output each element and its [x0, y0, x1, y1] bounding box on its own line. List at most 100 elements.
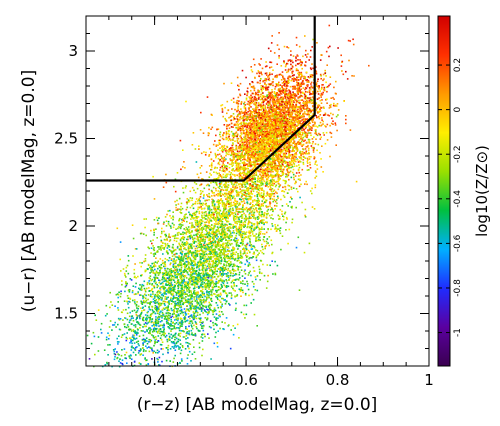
data-point: [236, 265, 238, 267]
data-point: [240, 236, 242, 238]
data-point: [137, 275, 139, 278]
data-point: [215, 302, 218, 304]
data-point: [190, 273, 192, 275]
data-point: [219, 185, 221, 187]
data-point: [230, 285, 233, 287]
data-point: [133, 361, 136, 363]
data-point: [208, 286, 210, 289]
data-point: [145, 364, 148, 366]
data-point: [283, 212, 286, 215]
data-point: [213, 307, 216, 309]
data-point: [194, 257, 196, 259]
data-point: [206, 225, 208, 227]
data-point: [213, 316, 216, 318]
data-point: [225, 250, 227, 253]
data-point: [248, 263, 250, 266]
data-point: [179, 339, 181, 341]
data-point: [203, 224, 206, 226]
data-point: [170, 333, 172, 336]
data-point: [166, 316, 169, 318]
data-point: [184, 348, 187, 350]
data-point: [276, 195, 279, 198]
data-point: [234, 186, 237, 188]
data-point: [228, 237, 230, 240]
data-point: [199, 241, 201, 244]
data-point: [153, 263, 156, 266]
data-point: [206, 269, 208, 272]
data-point: [120, 290, 122, 293]
data-point: [175, 316, 177, 318]
data-point: [171, 328, 174, 330]
data-point: [233, 283, 235, 286]
data-point: [198, 252, 201, 255]
data-point: [125, 284, 128, 287]
data-point: [158, 279, 160, 281]
data-point: [182, 238, 185, 241]
data-point: [178, 231, 180, 234]
data-point: [174, 302, 176, 305]
data-point: [223, 242, 225, 245]
data-point: [262, 196, 264, 198]
data-point: [233, 195, 235, 198]
data-point: [247, 217, 249, 220]
data-point: [177, 271, 179, 273]
data-point: [200, 284, 202, 287]
data-point: [229, 138, 231, 140]
data-point: [154, 312, 157, 315]
data-point: [164, 292, 167, 294]
data-point: [221, 286, 223, 288]
data-point: [148, 346, 150, 348]
data-point: [246, 285, 249, 287]
data-point: [200, 228, 203, 230]
data-point: [238, 227, 240, 230]
data-point: [163, 221, 165, 224]
data-point: [240, 237, 243, 239]
data-point: [190, 314, 193, 316]
data-point: [174, 262, 177, 264]
data-point: [217, 317, 219, 319]
data-point: [196, 310, 198, 313]
data-point: [164, 233, 167, 236]
data-point: [168, 291, 171, 293]
data-point: [175, 228, 177, 230]
data-point: [161, 312, 164, 315]
data-point: [198, 228, 201, 230]
data-point: [201, 322, 204, 324]
data-point: [179, 277, 182, 280]
data-point: [208, 279, 210, 282]
data-point: [165, 320, 168, 323]
data-point: [246, 217, 248, 220]
data-point: [210, 242, 213, 245]
data-point: [247, 188, 250, 191]
data-point: [229, 262, 231, 265]
data-point: [277, 214, 280, 217]
data-point: [254, 176, 256, 179]
data-point: [246, 252, 249, 254]
data-point: [208, 275, 211, 277]
data-point: [193, 234, 195, 237]
data-point: [206, 219, 209, 221]
data-point: [218, 230, 220, 233]
data-point: [183, 262, 186, 264]
data-point: [213, 236, 216, 239]
data-point: [229, 211, 232, 213]
data-point: [228, 279, 230, 281]
data-point: [179, 291, 182, 294]
data-point: [165, 347, 168, 349]
data-point: [193, 240, 196, 243]
data-point: [221, 223, 224, 225]
data-point: [141, 303, 144, 305]
data-point: [267, 212, 269, 215]
data-point: [237, 278, 239, 281]
data-point: [242, 223, 245, 226]
data-point: [172, 361, 175, 363]
data-point: [220, 294, 222, 296]
data-point: [197, 176, 200, 179]
data-point: [182, 270, 185, 273]
data-point: [174, 344, 176, 347]
data-point: [135, 314, 138, 316]
data-point: [221, 279, 224, 282]
data-point: [204, 277, 206, 280]
data-point: [139, 327, 141, 329]
data-point: [258, 227, 261, 230]
